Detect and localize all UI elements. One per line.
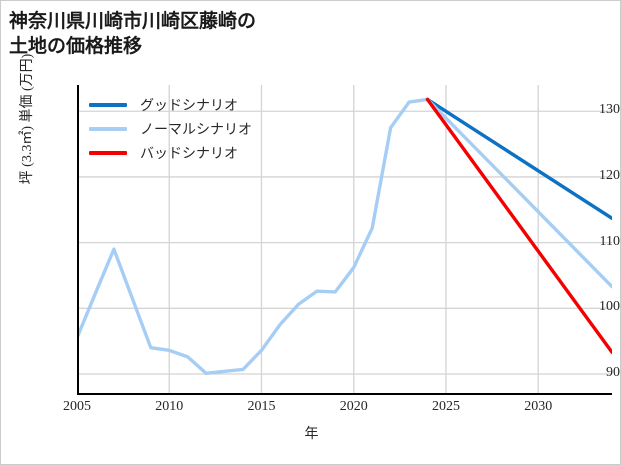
y-tick-label: 110: [599, 233, 620, 249]
legend-label: ノーマルシナリオ: [140, 123, 252, 138]
legend-label: グッドシナリオ: [140, 99, 238, 114]
y-axis-line: [77, 85, 79, 395]
legend-item[interactable]: グッドシナリオ: [89, 93, 319, 117]
x-tick-label: 2020: [339, 399, 368, 414]
x-tick-label: 2005: [63, 399, 91, 414]
series-line: [425, 97, 612, 289]
legend-color-swatch: [89, 151, 127, 155]
x-axis-line: [77, 393, 612, 395]
legend-label: バッドシナリオ: [140, 147, 238, 162]
chart-title: 神奈川県川崎市川崎区藤崎の 土地の価格推移: [9, 11, 257, 58]
y-axis-label: 坪 (3.3㎡) 単価 (万円): [20, 53, 35, 185]
chart-legend: グッドシナリオ ノーマルシナリオ バッドシナリオ: [89, 93, 319, 165]
legend-item[interactable]: バッドシナリオ: [89, 141, 319, 165]
legend-color-swatch: [89, 103, 127, 107]
series-line: [77, 97, 430, 376]
x-tick-label: 2015: [247, 399, 276, 414]
data-lines: [77, 97, 612, 376]
x-tick-label: 2025: [431, 399, 460, 414]
legend-item[interactable]: ノーマルシナリオ: [89, 117, 319, 141]
series-line: [425, 97, 612, 221]
x-tick-label: 2030: [524, 399, 553, 414]
series-line: [425, 97, 612, 355]
x-axis-label: 年: [304, 427, 319, 442]
y-tick-label: 90: [606, 364, 620, 380]
y-axis-label-wrapper: 坪 (3.3㎡) 単価 (万円): [20, 54, 43, 371]
x-tick-label: 2010: [155, 399, 184, 414]
gridlines: [77, 85, 612, 395]
plot-canvas: [77, 85, 612, 395]
y-tick-label: 130: [599, 102, 620, 118]
legend-color-swatch: [89, 127, 127, 131]
y-tick-label: 120: [599, 167, 620, 183]
y-tick-label: 100: [599, 299, 620, 315]
